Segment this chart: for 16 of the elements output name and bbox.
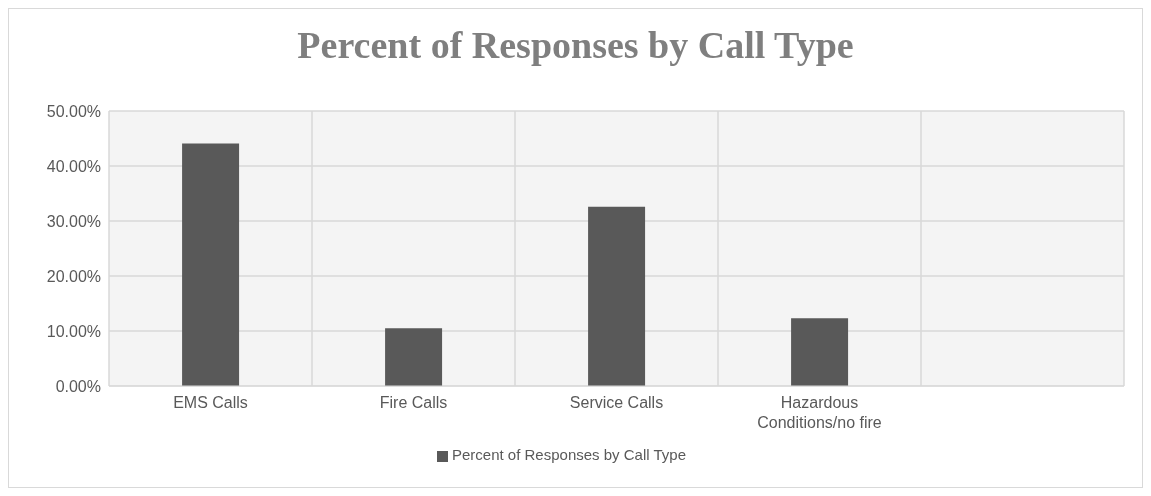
bar xyxy=(182,143,240,386)
y-tick-label: 40.00% xyxy=(46,157,101,175)
y-tick-label: 20.00% xyxy=(46,267,101,285)
bar xyxy=(588,206,646,386)
x-tick-label: Fire Calls xyxy=(379,394,448,411)
bar xyxy=(385,328,443,386)
y-tick-label: 10.00% xyxy=(46,322,101,340)
x-tick-label: Service Calls xyxy=(569,394,664,411)
chart-title: Percent of Responses by Call Type xyxy=(296,23,855,68)
y-tick-label: 0.00% xyxy=(55,377,101,395)
y-tick-label: 50.00% xyxy=(46,102,101,120)
bar xyxy=(791,318,849,386)
x-tick-label: Hazardous Conditions/no fire xyxy=(757,394,882,431)
y-tick-label: 30.00% xyxy=(46,212,101,230)
x-tick-label: EMS Calls xyxy=(173,394,248,411)
legend-label: Percent of Responses by Call Type xyxy=(451,446,687,463)
